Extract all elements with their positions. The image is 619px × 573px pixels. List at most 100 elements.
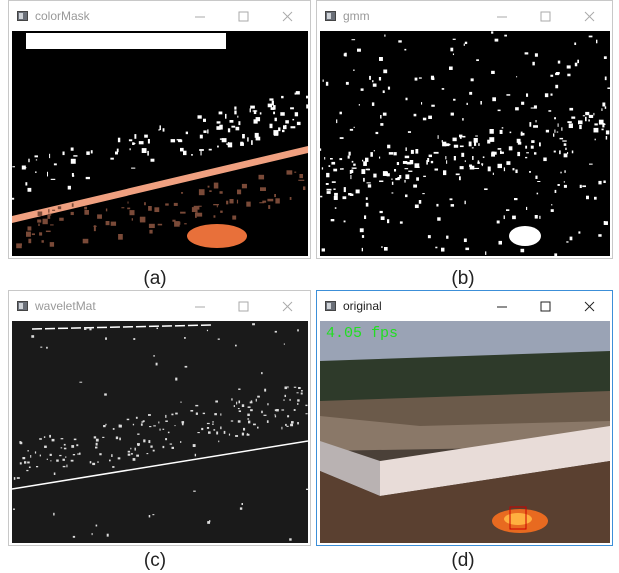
noise-speck [238,121,240,125]
noise-speck [86,151,89,155]
noise-speck [46,231,51,232]
noise-speck [77,454,79,455]
noise-speck [543,158,546,162]
noise-speck [95,447,97,449]
noise-speck [48,209,49,213]
noise-speck [594,128,599,133]
noise-speck [220,413,221,415]
noise-speck [260,187,266,191]
noise-speck [550,75,553,77]
noise-speck [26,470,28,471]
noise-speck [416,177,419,180]
noise-speck [529,122,531,127]
noise-speck [99,453,101,455]
noise-speck [186,132,188,135]
noise-speck [437,217,440,220]
noise-speck [397,162,399,165]
noise-speck [438,135,439,139]
noise-speck [477,162,479,164]
noise-speck [388,87,390,90]
noise-speck [305,405,307,406]
noise-speck [97,214,102,218]
noise-speck [495,39,499,42]
noise-speck [577,60,579,63]
noise-speck [278,127,280,131]
noise-speck [408,131,411,133]
noise-speck [238,408,240,409]
noise-speck [443,170,446,175]
noise-speck [130,448,131,450]
noise-speck [208,431,211,433]
noise-speck [297,399,299,401]
noise-speck [606,136,607,140]
noise-speck [96,439,99,442]
noise-speck [340,112,342,115]
noise-speck [446,144,450,145]
noise-speck [554,151,556,153]
noise-speck [411,150,414,154]
noise-speck [342,168,344,169]
noise-speck [484,188,488,190]
noise-speck [218,441,219,443]
noise-speck [225,114,227,119]
noise-speck [392,192,394,193]
noise-speck [585,117,587,121]
noise-speck [498,110,501,112]
noise-speck [326,173,329,177]
noise-speck [63,459,65,461]
noise-speck [564,181,565,182]
noise-speck [352,168,356,169]
noise-speck [54,163,57,165]
noise-speck [275,415,276,417]
noise-speck [492,97,496,101]
noise-speck [297,122,301,125]
noise-speck [363,161,367,166]
noise-speck [158,422,159,424]
noise-speck [380,211,383,213]
noise-speck [180,212,185,214]
noise-speck [231,420,233,421]
noise-speck [381,216,385,220]
noise-speck [231,126,235,128]
noise-speck [214,183,219,189]
noise-speck [604,56,607,59]
window-controls[interactable] [472,291,612,321]
window-controls[interactable] [170,1,310,31]
noise-speck [603,181,605,183]
noise-speck [214,215,216,217]
noise-speck [236,402,237,405]
noise-speck [247,434,250,436]
window-controls[interactable] [472,1,612,31]
noise-speck [450,198,453,200]
noise-speck [372,80,373,82]
window-title: waveletMat [35,299,96,313]
noise-speck [165,415,166,418]
noise-speck [112,466,114,468]
caption: (b) [433,268,493,290]
noise-speck [558,123,559,126]
noise-speck [451,113,454,116]
noise-speck [513,168,515,170]
noise-speck [506,209,509,211]
noise-speck [451,204,454,207]
noise-speck [246,202,250,207]
noise-speck [90,461,92,463]
noise-speck [370,152,373,157]
noise-speck [327,189,332,191]
noise-speck [441,248,444,252]
noise-speck [453,138,457,142]
noise-speck [92,463,95,465]
noise-speck [366,169,369,171]
noise-speck [572,151,573,154]
noise-speck [419,77,422,78]
window-controls[interactable] [170,291,310,321]
noise-speck [350,175,351,179]
noise-speck [580,185,582,188]
noise-speck [39,232,42,235]
noise-speck [509,146,513,150]
noise-speck [290,197,292,200]
noise-speck [152,514,154,515]
noise-speck [172,447,175,449]
noise-speck [297,392,299,393]
noise-speck [285,424,287,426]
